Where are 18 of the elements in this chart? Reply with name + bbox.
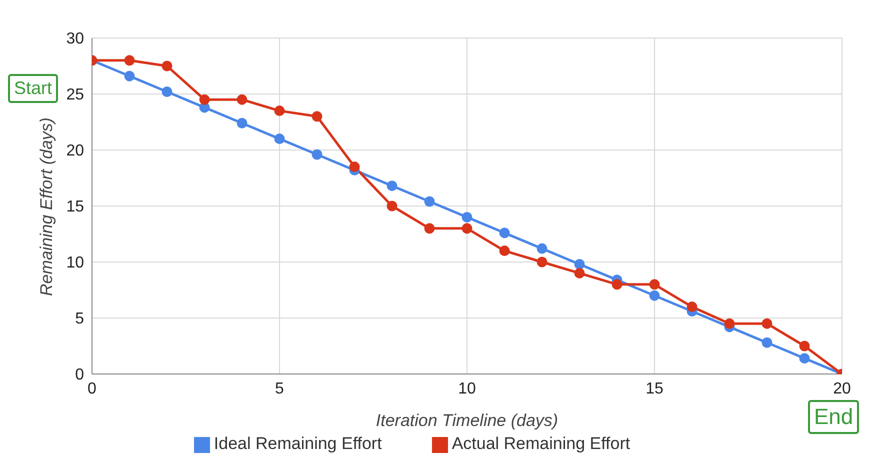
y-tick-label: 20 <box>66 142 84 160</box>
x-tick-label: 0 <box>88 380 97 398</box>
y-tick-label: 15 <box>66 198 84 216</box>
y-tick-label: 30 <box>66 30 84 48</box>
x-tick-label: 5 <box>275 380 284 398</box>
x-axis-title: Iteration Timeline (days) <box>376 411 558 430</box>
legend-label: Ideal Remaining Effort <box>214 434 382 453</box>
text: Start <box>8 74 58 103</box>
y-tick-label: 5 <box>75 310 84 328</box>
y-axis-title: Remaining Effort (days) <box>37 117 56 296</box>
y-tick-label: 25 <box>66 86 84 104</box>
y-tick-label: 10 <box>66 254 84 272</box>
legend-label: Actual Remaining Effort <box>452 434 630 453</box>
x-tick-label: 10 <box>458 380 476 398</box>
x-tick-label: 20 <box>833 380 851 398</box>
y-tick-label: 0 <box>75 366 84 384</box>
text: End <box>808 400 860 434</box>
x-tick-label: 15 <box>646 380 664 398</box>
